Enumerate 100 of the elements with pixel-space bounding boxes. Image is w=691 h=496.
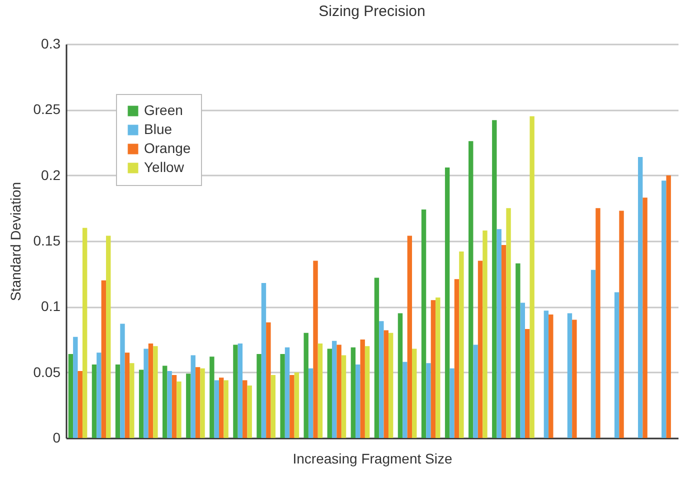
bar <box>412 348 417 438</box>
bar <box>120 324 125 438</box>
bar <box>596 208 600 438</box>
bar <box>478 260 483 438</box>
bar <box>73 336 78 438</box>
bar <box>318 343 323 438</box>
bar <box>304 332 308 438</box>
bar <box>130 363 134 438</box>
bar <box>210 356 214 438</box>
bar <box>167 371 172 438</box>
bar <box>176 382 182 438</box>
y-tick-label: 0.3 <box>41 36 61 52</box>
bar <box>384 330 388 438</box>
bar <box>224 380 228 438</box>
bar <box>444 167 450 438</box>
bar <box>261 283 266 438</box>
bar <box>430 300 436 438</box>
bar <box>421 209 426 438</box>
bar <box>219 378 224 438</box>
y-tick-label: 0.15 <box>33 232 61 248</box>
bar <box>666 175 671 438</box>
bar <box>308 368 314 438</box>
y-tick-label: 0.2 <box>41 166 61 183</box>
bar <box>638 156 643 438</box>
bar <box>548 314 554 438</box>
bar <box>124 352 130 438</box>
bar <box>214 380 219 438</box>
bar <box>468 141 474 438</box>
bar <box>350 347 356 438</box>
bar <box>313 260 318 438</box>
y-tick-label: 0 <box>52 430 61 446</box>
bar <box>642 198 648 438</box>
bar <box>233 344 238 438</box>
bar <box>379 321 384 438</box>
bar <box>82 228 88 438</box>
bar <box>247 385 252 438</box>
bar <box>280 354 285 438</box>
bar <box>332 340 337 438</box>
bar <box>501 244 506 438</box>
bar <box>148 343 154 438</box>
y-tick-label: 0.25 <box>33 101 61 118</box>
bar <box>374 278 380 438</box>
bar <box>106 236 111 438</box>
bar <box>450 368 454 438</box>
bar <box>590 270 596 438</box>
bar <box>530 116 534 438</box>
bar <box>138 370 144 438</box>
bar <box>186 374 191 438</box>
bar <box>266 322 271 438</box>
bar <box>200 368 205 438</box>
bar <box>96 352 102 438</box>
bar <box>327 348 332 438</box>
bar <box>614 292 620 438</box>
bar <box>482 230 488 438</box>
bar <box>238 343 243 438</box>
legend-label: Green <box>144 102 183 118</box>
bar <box>172 374 177 438</box>
bar <box>144 348 148 438</box>
bar <box>115 364 120 438</box>
bar <box>459 252 464 438</box>
bar <box>270 374 276 438</box>
bar <box>78 371 82 438</box>
bar <box>520 302 525 438</box>
bar <box>525 328 530 438</box>
bar <box>496 229 502 438</box>
x-axis-title: Increasing Fragment Size <box>292 450 452 466</box>
bar <box>242 380 248 438</box>
y-tick-label: 0.1 <box>41 298 61 314</box>
bar <box>190 355 196 438</box>
bar <box>360 340 365 438</box>
bar <box>195 367 200 438</box>
bar <box>284 347 290 438</box>
bar <box>662 180 666 438</box>
bar <box>294 372 300 438</box>
bar <box>153 346 158 438</box>
bar <box>516 263 520 438</box>
bar <box>398 313 403 438</box>
bar <box>256 354 262 438</box>
y-axis-title: Standard Deviation <box>7 182 24 302</box>
y-tick-label: 0.05 <box>33 364 61 380</box>
bar <box>619 210 624 438</box>
bar <box>364 346 370 438</box>
bar <box>336 344 342 438</box>
bar <box>506 208 511 438</box>
bar <box>341 355 346 438</box>
bar <box>356 364 360 438</box>
chart-title: Sizing Precision <box>318 3 426 20</box>
bar <box>426 363 431 438</box>
bar <box>101 280 106 438</box>
bar <box>388 332 394 438</box>
bar <box>473 344 478 438</box>
bar <box>454 279 460 438</box>
legend-label: Orange <box>144 140 191 156</box>
bar <box>290 374 294 438</box>
bar <box>436 297 440 438</box>
bar <box>567 313 572 438</box>
bar <box>544 310 549 438</box>
bar <box>68 354 74 438</box>
bar <box>572 320 577 438</box>
legend-label: Blue <box>144 121 172 137</box>
